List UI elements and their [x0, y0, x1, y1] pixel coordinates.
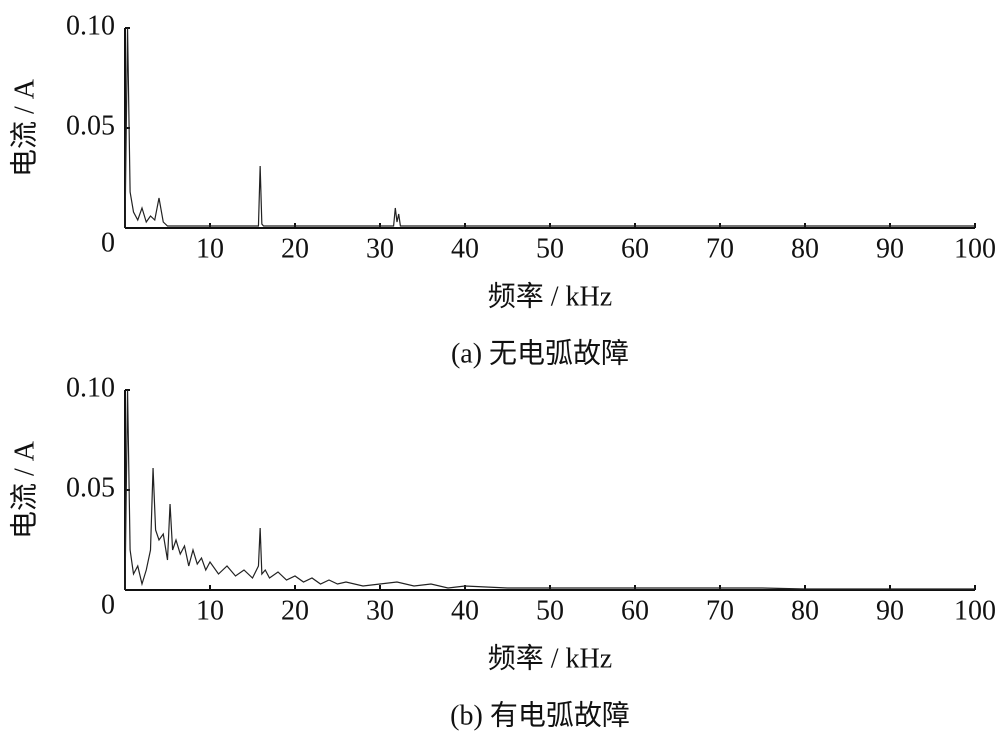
- x-tick-label: 80: [791, 595, 819, 626]
- x-axis-label: 频率 / kHz: [488, 642, 612, 674]
- x-tick-label: 30: [366, 595, 394, 626]
- x-tick-label: 60: [621, 233, 649, 264]
- x-tick-label: 100: [954, 233, 996, 264]
- y-tick-label: 0.05: [66, 110, 115, 141]
- x-tick-label: 100: [954, 595, 996, 626]
- x-tick-label: 10: [196, 233, 224, 264]
- x-tick-label: 10: [196, 595, 224, 626]
- x-tick-label: 50: [536, 233, 564, 264]
- y-tick-label: 0: [101, 227, 115, 258]
- x-tick-label: 90: [876, 233, 904, 264]
- y-tick-label: 0.10: [66, 10, 115, 41]
- x-tick-label: 50: [536, 595, 564, 626]
- y-axis-label: 电流 / A: [8, 78, 40, 177]
- spectrum-line: [124, 27, 975, 229]
- y-tick-label: 0.10: [66, 372, 115, 403]
- x-tick-label: 20: [281, 595, 309, 626]
- x-tick-label: 70: [706, 595, 734, 626]
- x-tick-label: 70: [706, 233, 734, 264]
- x-tick-label: 90: [876, 595, 904, 626]
- spectrum-line: [124, 389, 975, 591]
- x-tick-label: 40: [451, 595, 479, 626]
- caption: (a) 无电弧故障: [451, 337, 629, 369]
- y-tick-label: 0.05: [66, 472, 115, 503]
- y-axis-label: 电流 / A: [8, 440, 40, 539]
- x-tick-label: 30: [366, 233, 394, 264]
- x-tick-label: 20: [281, 233, 309, 264]
- x-tick-label: 60: [621, 595, 649, 626]
- caption: (b) 有电弧故障: [450, 699, 630, 731]
- x-axis-label: 频率 / kHz: [488, 280, 612, 312]
- x-tick-label: 40: [451, 233, 479, 264]
- y-tick-label: 0: [101, 589, 115, 620]
- x-tick-label: 80: [791, 233, 819, 264]
